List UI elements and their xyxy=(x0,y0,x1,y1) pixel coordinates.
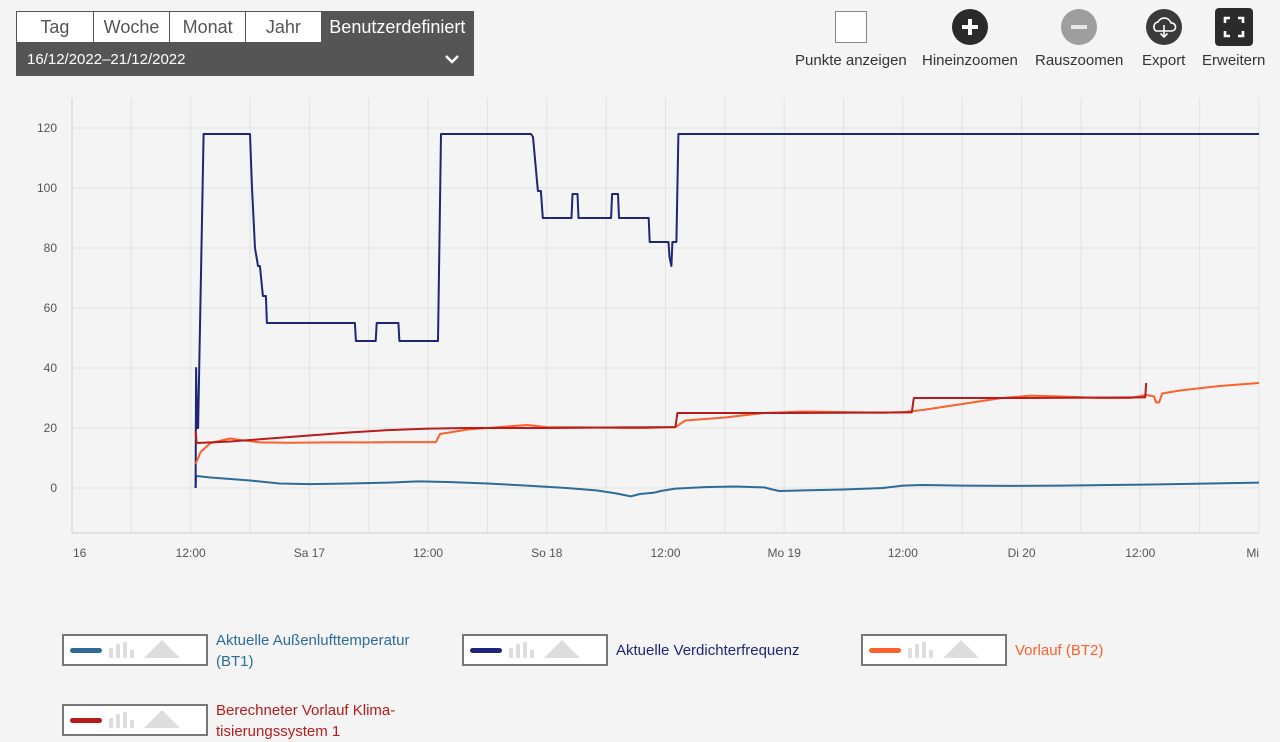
expand-button[interactable]: Erweitern xyxy=(1202,8,1265,69)
cloud-download-icon xyxy=(1145,9,1182,45)
x-tick-label: 16 xyxy=(73,546,87,560)
tab-jahr[interactable]: Jahr xyxy=(246,12,322,42)
x-tick-label: 12:00 xyxy=(176,546,206,560)
y-tick-label: 20 xyxy=(44,421,58,435)
x-tick-label: 12:00 xyxy=(650,546,680,560)
x-tick-label: 12:00 xyxy=(413,546,443,560)
y-tick-label: 100 xyxy=(37,181,57,195)
minus-circle-icon xyxy=(1061,9,1098,45)
expand-label: Erweitern xyxy=(1202,52,1266,69)
legend-label: Aktuelle Außenlufttemperatur (BT1) xyxy=(216,632,410,670)
series-line-4 xyxy=(194,382,1148,444)
x-tick-label: Di 20 xyxy=(1008,546,1036,560)
series-line-2 xyxy=(194,133,1259,489)
legend-line-swatch xyxy=(70,718,102,723)
period-tabs: Tag Woche Monat Jahr Benutzerdefiniert xyxy=(16,11,474,43)
legend-line-swatch xyxy=(70,648,102,653)
fullscreen-icon xyxy=(1214,8,1253,46)
legend-label: Aktuelle Verdichterfrequenz xyxy=(616,642,800,659)
tab-woche[interactable]: Woche xyxy=(94,12,171,42)
legend-toggle-box[interactable] xyxy=(462,634,608,666)
legend-toggle-box[interactable] xyxy=(62,634,208,666)
legend-line-swatch xyxy=(470,648,502,653)
legend-label: Vorlauf (BT2) xyxy=(1015,642,1104,659)
y-tick-label: 0 xyxy=(50,481,57,495)
legend-toggle-box[interactable] xyxy=(62,704,208,736)
y-tick-label: 40 xyxy=(44,361,58,375)
tab-benutzerdefiniert[interactable]: Benutzerdefiniert xyxy=(321,12,474,42)
legend-label: Berechneter Vorlauf Klima-tisierungssyst… xyxy=(216,702,396,740)
export-button[interactable]: Export xyxy=(1142,8,1185,69)
area-chart-icon xyxy=(544,640,580,658)
date-range-select[interactable]: 16/12/2022–21/12/2022 xyxy=(16,43,474,76)
x-tick-label: Sa 17 xyxy=(294,546,326,560)
x-tick-label: Mi xyxy=(1246,546,1259,560)
plus-circle-icon xyxy=(951,9,988,45)
y-tick-label: 120 xyxy=(37,121,57,135)
chevron-down-icon xyxy=(445,55,459,64)
line-chart[interactable]: 0 20 40 60 80 100 120 16 12:00 Sa 17 12:00 So 18 12:… xyxy=(0,88,1280,578)
x-tick-label: Mo 19 xyxy=(768,546,802,560)
x-tick-label: 12:00 xyxy=(888,546,918,560)
area-chart-icon xyxy=(144,640,180,658)
x-tick-label: So 18 xyxy=(531,546,563,560)
legend-item-outdoor-temp[interactable]: Aktuelle Außenlufttemperatur (BT1) xyxy=(62,632,409,672)
y-tick-label: 80 xyxy=(44,241,58,255)
legend-item-compressor-frequency[interactable]: Aktuelle Verdichterfrequenz xyxy=(462,634,799,666)
tab-monat[interactable]: Monat xyxy=(170,12,247,42)
legend-toggle-box[interactable] xyxy=(861,634,1007,666)
series-line-1 xyxy=(194,475,1260,498)
legend-item-calculated-flow[interactable]: Berechneter Vorlauf Klima-tisierungssyst… xyxy=(62,702,395,742)
series-line-3 xyxy=(194,382,1260,465)
checkbox-icon xyxy=(834,11,867,43)
show-points-toggle[interactable]: Punkte anzeigen xyxy=(795,8,907,69)
legend-item-flow-bt2[interactable]: Vorlauf (BT2) xyxy=(861,634,1103,666)
zoom-out-label: Rauszoomen xyxy=(1035,52,1124,69)
zoom-in-label: Hineinzoomen xyxy=(922,52,1018,69)
area-chart-icon xyxy=(144,710,180,728)
show-points-label: Punkte anzeigen xyxy=(795,52,907,69)
zoom-in-button[interactable]: Hineinzoomen xyxy=(922,8,1018,69)
legend-line-swatch xyxy=(869,648,901,653)
area-chart-icon xyxy=(943,640,979,658)
tab-tag[interactable]: Tag xyxy=(17,12,94,42)
zoom-out-button[interactable]: Rauszoomen xyxy=(1035,8,1123,69)
export-label: Export xyxy=(1142,52,1186,69)
y-tick-label: 60 xyxy=(44,301,58,315)
x-tick-label: 12:00 xyxy=(1125,546,1155,560)
date-range-value: 16/12/2022–21/12/2022 xyxy=(27,51,186,68)
